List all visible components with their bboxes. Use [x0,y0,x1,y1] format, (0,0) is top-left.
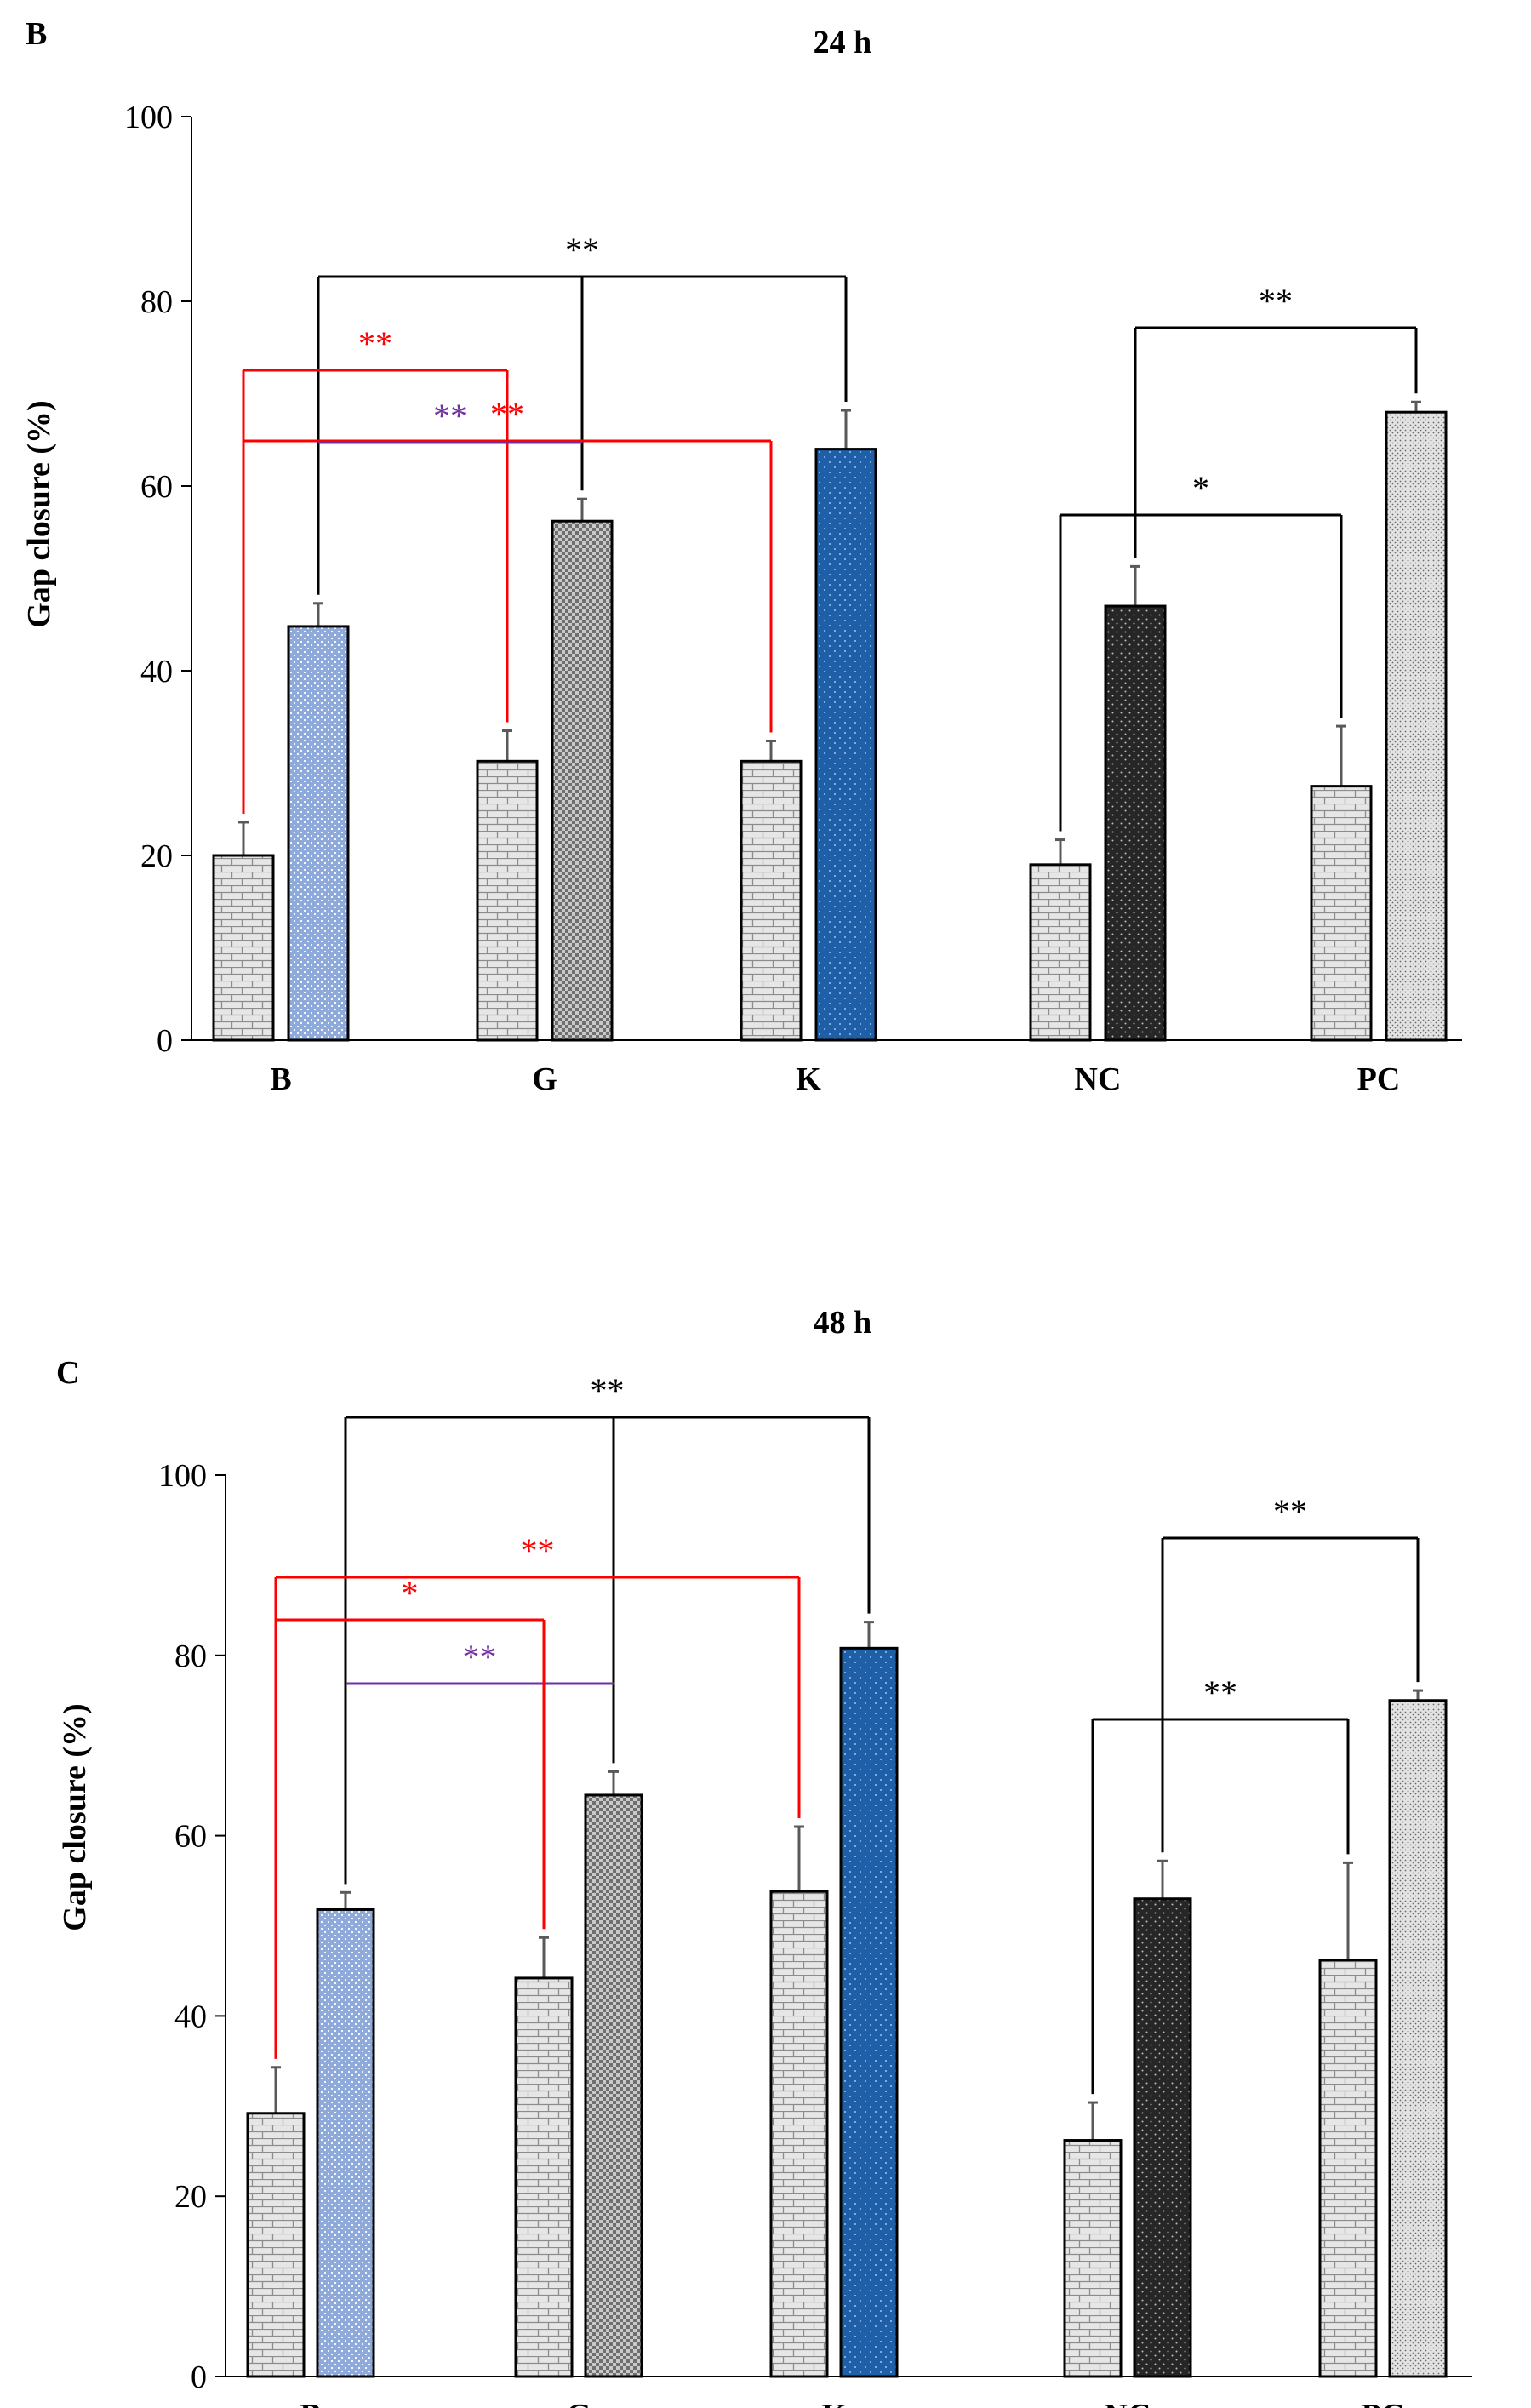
bar-treated-nc [1104,604,1167,1042]
bar-control-b [212,854,275,1042]
significance-label: ** [433,397,467,435]
bar-treated-g [584,1793,643,2378]
bar-treated-nc [1133,1897,1192,2378]
bar-control-k [769,1890,829,2378]
chart-title: 48 h [814,1305,872,1341]
significance-label: ** [1259,282,1293,320]
bar-control-g [476,759,539,1042]
panel-letter: C [56,1355,79,1391]
y-tick-label: 40 [174,1999,207,2034]
significance-label: ** [490,395,524,433]
significance-label: ** [463,1638,497,1676]
bar-control-k [740,759,803,1042]
significance-label: ** [591,1371,625,1410]
y-tick-label: 0 [157,1023,173,1059]
bar-treated-pc [1388,1699,1448,2378]
y-axis-label: Gap closure (%) [57,1703,93,1930]
y-tick-label: 100 [158,1458,207,1494]
bar-treated-pc [1385,410,1448,1042]
bar-control-g [514,1976,574,2378]
bar-control-nc [1029,863,1092,1042]
y-tick-label: 20 [174,2179,207,2215]
bar-treated-b [287,625,350,1042]
significance-label: ** [565,231,599,269]
x-tick-label-nc: NC [1075,1061,1122,1097]
bar-treated-g [551,519,614,1042]
y-tick-label: 60 [140,469,173,505]
significance-label: ** [1273,1492,1307,1530]
bar-treated-b [316,1908,375,2378]
bar-control-pc [1318,1959,1378,2378]
significance-label: * [1192,469,1209,507]
x-tick-label-pc: PC [1357,1061,1401,1097]
bar-control-nc [1063,2139,1123,2378]
y-tick-label: 80 [140,284,173,320]
panel-letter: B [26,16,47,52]
bar-treated-k [839,1646,899,2378]
x-tick-label-nc: NC [1105,2398,1151,2408]
significance-label: ** [521,1531,555,1570]
y-tick-label: 0 [191,2359,207,2395]
y-tick-label: 100 [124,100,173,135]
bar-control-b [246,2112,306,2378]
y-tick-label: 20 [140,838,173,874]
bar-treated-k [814,448,877,1042]
y-tick-label: 80 [174,1639,207,1674]
chart-24h: B 24 h Gap closure (%) *********** 02040… [21,16,1462,1097]
significance-label: ** [1203,1673,1237,1712]
significance-label: ** [358,324,392,363]
x-tick-label-g: G [566,2398,591,2408]
y-tick-label: 40 [140,654,173,689]
chart-48h: C 48 h Gap closure (%) *********** 02040… [56,1305,1472,2408]
x-tick-label-pc: PC [1362,2398,1405,2408]
x-tick-label-k: K [821,2398,847,2408]
chart-title: 24 h [814,25,872,60]
x-tick-label-b: B [300,2398,321,2408]
x-tick-label-b: B [270,1061,291,1097]
y-tick-label: 60 [174,1819,207,1855]
significance-label: * [402,1574,419,1612]
y-axis-label: Gap closure (%) [21,400,57,627]
bar-control-pc [1310,785,1373,1042]
x-tick-label-k: K [796,1061,821,1097]
x-tick-label-g: G [532,1061,557,1097]
